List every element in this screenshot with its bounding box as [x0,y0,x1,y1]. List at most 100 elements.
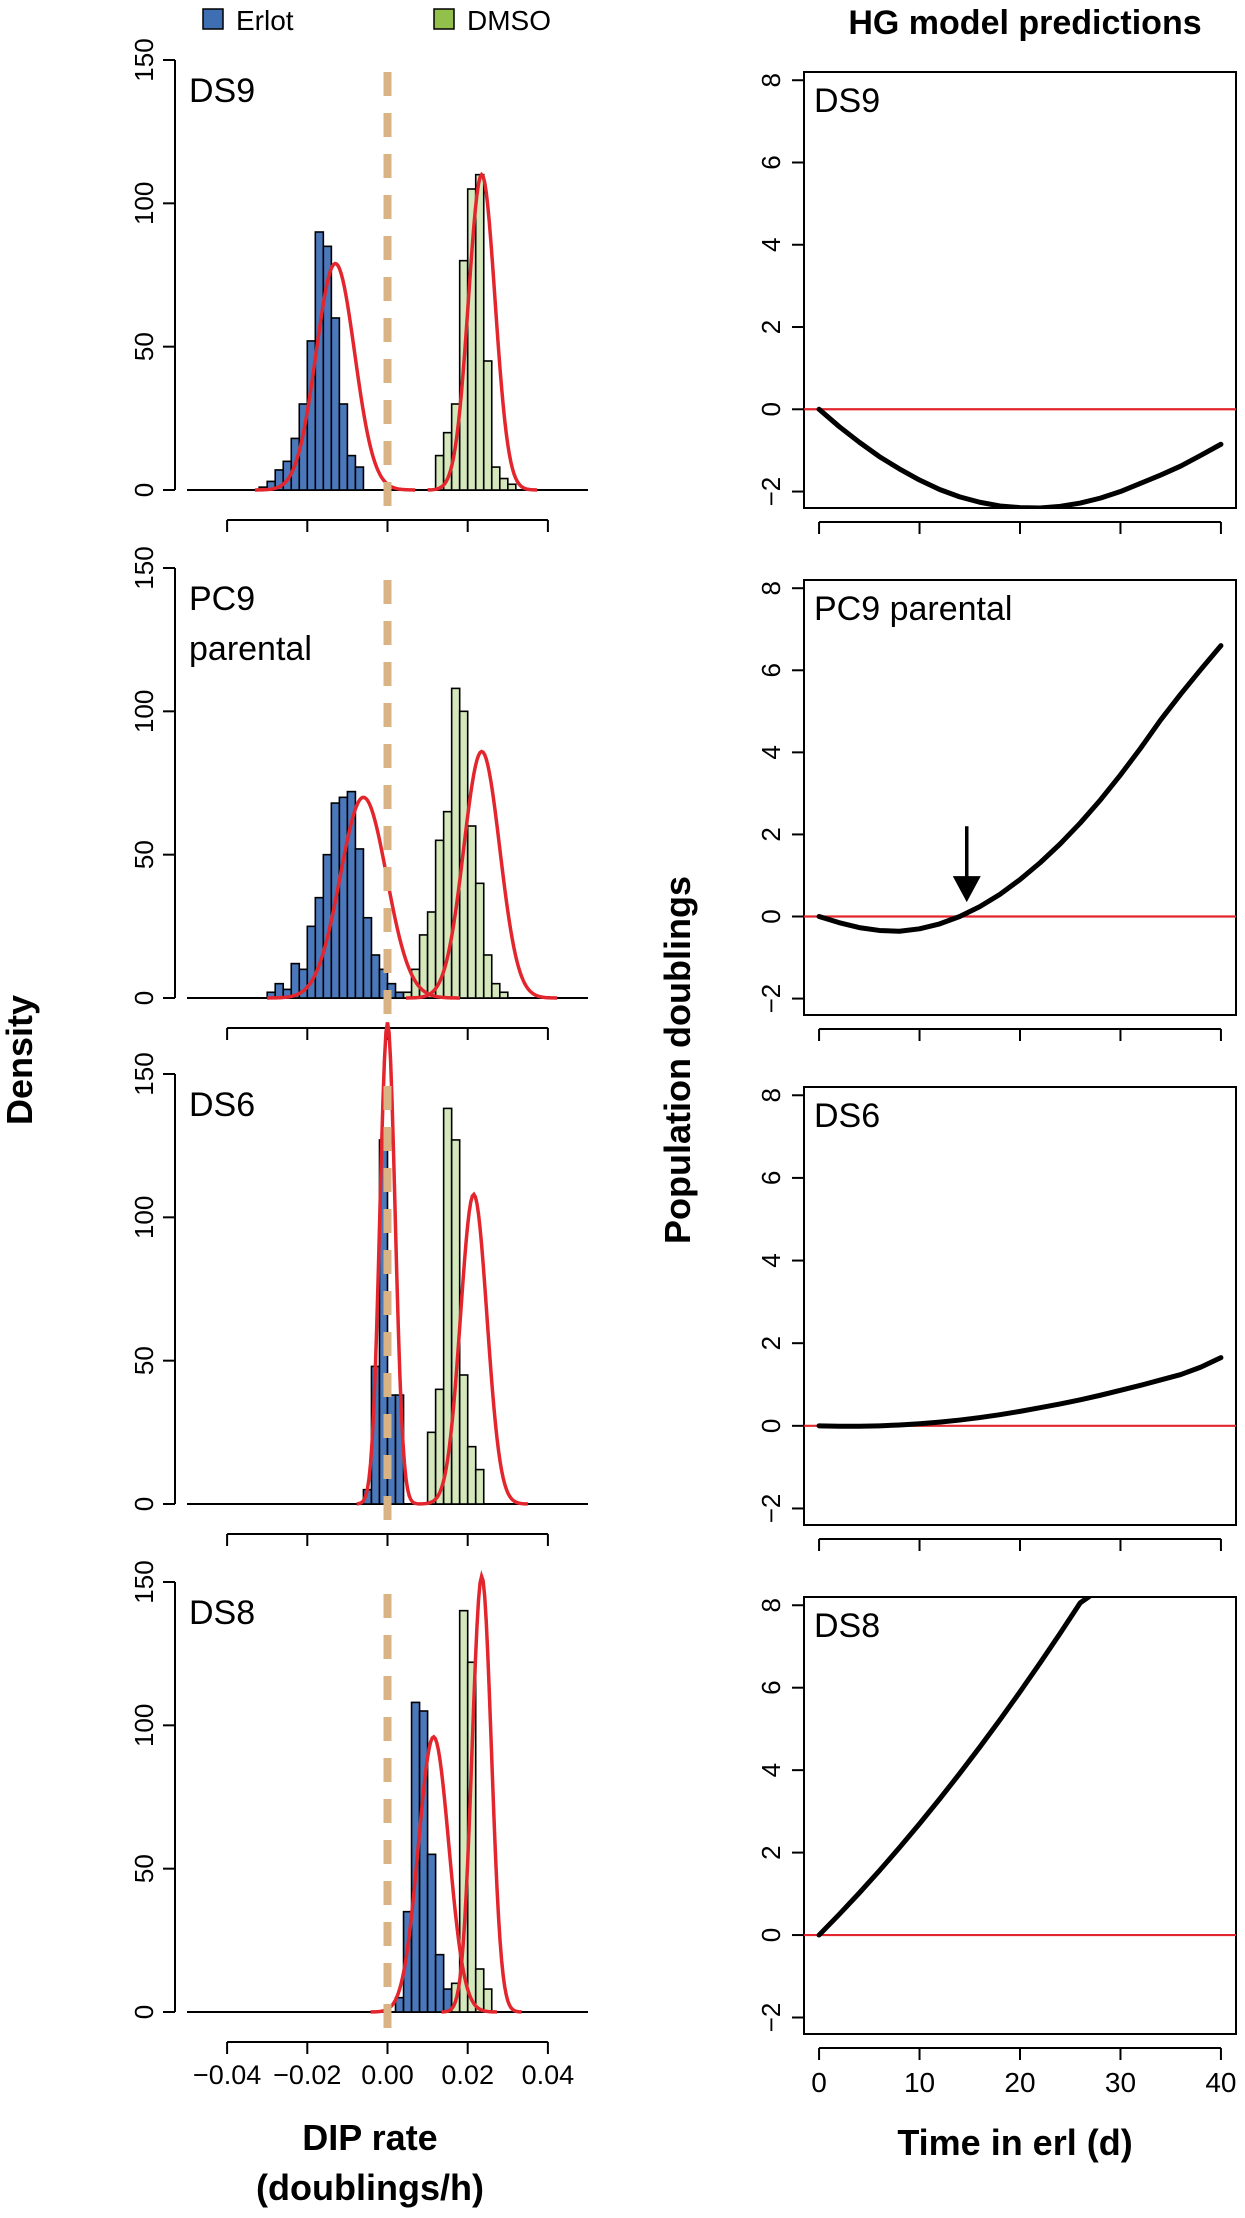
histogram-panel-label: DS6 [189,1086,255,1124]
dmso-histogram-bar [498,477,509,491]
dmso-histogram-bar [482,360,493,491]
x-tick-label: −0.04 [193,2060,261,2090]
model-panel-frame [803,71,1237,509]
y-tick-label: 50 [129,332,159,361]
dmso-histogram-bar [426,911,437,999]
x-tick-label: 40 [1205,2067,1236,2098]
y-tick-label: 4 [756,238,786,252]
x-tick-label: −0.02 [273,2060,341,2090]
erlot-fit-curve [356,1022,419,1506]
x-tick-label: 0.00 [361,2060,414,2090]
y-tick-label: 8 [756,581,786,595]
dmso-histogram-bar [498,991,509,999]
erlot-histogram-bar [426,1853,437,2013]
left-x-axis-label-line2: (doublings/h) [256,2167,484,2208]
y-tick-label: −2 [756,1494,786,1524]
dmso-histogram-bar [506,483,517,491]
erlot-histogram-bar [354,466,365,491]
y-tick-label: 8 [756,1088,786,1102]
dmso-histogram-bar [474,1468,485,1505]
dmso-fit-curve [441,1569,522,2014]
model-panel-label: PC9 parental [814,590,1012,628]
x-tick-label: 0 [811,2067,827,2098]
model-prediction-curve [816,1355,1224,1429]
y-tick-label: 100 [129,182,159,225]
dmso-histogram-bar [482,1988,493,2013]
erlot-histogram-bar [338,796,349,999]
x-tick-label: 10 [904,2067,935,2098]
histogram-panel: 0 50 100 150 PC9 parental [129,546,588,1040]
erlot-histogram-bar [346,454,357,491]
dmso-fit-curve [418,1191,528,1506]
y-tick-label: 0 [129,2005,159,2019]
model-prediction-curve [816,1597,1093,1938]
erlot-histogram-bar [370,954,381,999]
y-tick-label: 50 [129,1346,159,1375]
legend-label-erlot: Erlot [236,5,294,36]
y-tick-label: 100 [129,1196,159,1239]
erlot-histogram-bar [354,848,365,999]
y-tick-label: −2 [756,984,786,1014]
y-tick-label: 0 [756,402,786,416]
legend: Erlot DMSO [202,5,551,36]
x-tick-label: 20 [1004,2067,1035,2098]
y-tick-label: −2 [756,477,786,507]
model-panel-label: DS8 [814,1607,880,1645]
dmso-histogram-bar [474,882,485,999]
legend-label-dmso: DMSO [467,5,551,36]
dmso-histogram-bar [450,687,461,999]
dmso-histogram-bar [482,954,493,999]
y-tick-label: 6 [756,1680,786,1694]
model-panel-label: DS6 [814,1097,880,1135]
erlot-histogram-bar [314,896,325,999]
y-tick-label: 8 [756,73,786,87]
y-tick-label: 6 [756,155,786,169]
dmso-histogram-bar [474,173,485,491]
arrow-head [952,876,981,903]
y-tick-label: 0 [129,483,159,497]
erlot-histogram-bar [434,1953,445,2013]
y-tick-label: 150 [129,546,159,589]
histogram-panel: 0 50 100 150 DS9 [129,38,588,532]
erlot-histogram-bar [338,403,349,491]
dmso-fit-curve [427,171,538,492]
model-panel-label: DS9 [814,82,880,120]
dmso-histogram-bar [426,1431,437,1505]
model-panel-frame [803,1086,1237,1526]
dmso-fit-curve [405,749,558,1000]
y-tick-label: 2 [756,1845,786,1859]
y-tick-label: 2 [756,1336,786,1350]
y-tick-label: 0 [756,1928,786,1942]
y-tick-label: 0 [129,1497,159,1511]
dmso-histogram-bar [490,466,501,491]
erlot-histogram-bar [386,1394,397,1505]
dmso-histogram-bar [490,982,501,999]
model-prediction-curve [816,406,1224,508]
left-y-axis-label: Density [0,995,40,1125]
histogram-panel: 0 50 100 150 −0.04 −0.02 0.00 0.02 0.04 DS8 [129,1560,588,2090]
y-tick-label: 0 [129,991,159,1005]
model-panel: −2 0 2 4 6 8 0 10 20 30 40 DS8 [756,1596,1237,2098]
erlot-histogram-bar [394,991,405,999]
right-column-title: HG model predictions [848,4,1201,42]
y-tick-label: 150 [129,1560,159,1603]
y-tick-label: −2 [756,2003,786,2033]
model-prediction-curve [816,643,1224,934]
right-x-axis-label: Time in erl (d) [897,2122,1132,2163]
legend-swatch-dmso [433,8,455,30]
y-tick-label: 6 [756,663,786,677]
erlot-histogram-bar [330,317,341,491]
dmso-histogram-bar [458,1374,469,1505]
histogram-panel-label: DS9 [189,72,255,110]
model-panel: −2 0 2 4 6 8 PC9 parental [756,579,1237,1041]
dmso-histogram-bar [466,825,477,999]
model-panel-frame [803,579,1237,1016]
y-tick-label: 0 [756,1419,786,1433]
y-tick-label: 150 [129,1052,159,1095]
legend-swatch-erlot [202,8,224,30]
y-tick-label: 4 [756,1253,786,1267]
y-tick-label: 0 [756,909,786,923]
histogram-panel-label: PC9 [189,580,255,618]
erlot-fit-curve [370,1734,498,2014]
